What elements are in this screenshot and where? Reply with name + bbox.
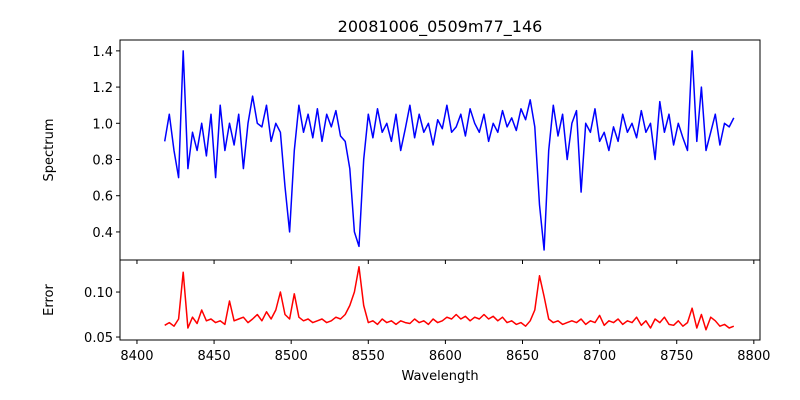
y-tick-label: 1.4 [92,45,113,60]
x-tick-label: 8400 [120,349,153,364]
x-axis-label: Wavelength [401,369,478,384]
spectrum-axes-frame [119,39,761,261]
chart-title: 20081006_0509m77_146 [338,17,543,37]
x-tick-label: 8450 [198,349,231,364]
x-tick-label: 8650 [506,349,539,364]
error-series-line [164,266,735,331]
y-tick-label: 0.10 [84,286,113,301]
y-axis-label-spectrum: Spectrum [42,119,57,182]
x-tick-label: 8600 [429,349,462,364]
x-tick-label: 8750 [660,349,693,364]
y-axis-label-error: Error [42,284,57,316]
error-axes-frame [119,259,761,341]
y-tick-label: 0.6 [92,190,113,205]
x-tick-label: 8500 [275,349,308,364]
y-tick-label: 1.0 [92,117,113,132]
spectrum-series-line [163,50,735,251]
x-tick-label: 8700 [583,349,616,364]
x-tick-label: 8550 [352,349,385,364]
x-tick-label: 8800 [737,349,770,364]
y-tick-label: 1.2 [92,81,113,96]
y-tick-label: 0.8 [92,154,113,169]
y-tick-label: 0.4 [92,226,113,241]
y-tick-label: 0.05 [84,331,113,346]
